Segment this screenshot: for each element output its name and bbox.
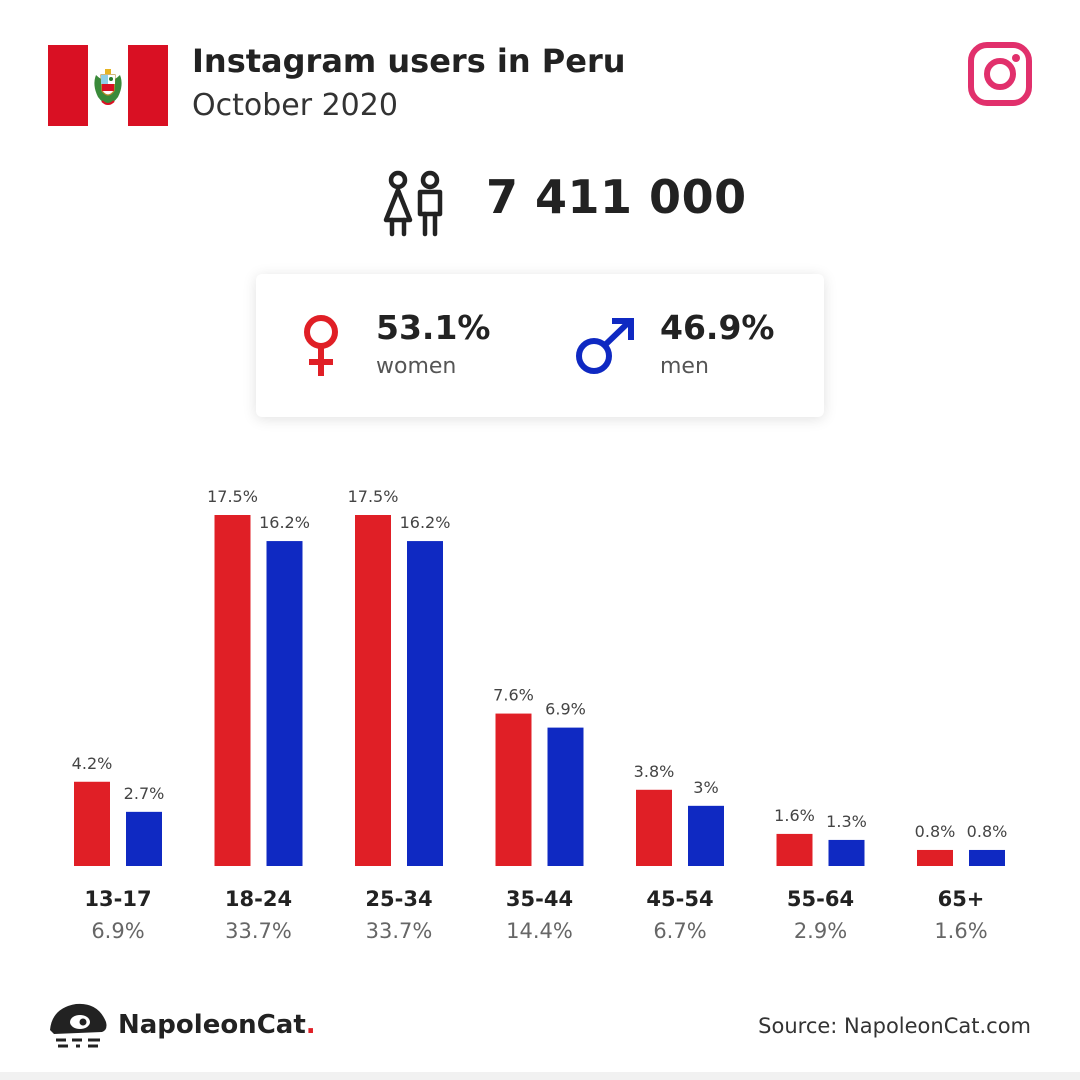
page-title: Instagram users in Peru (192, 42, 626, 80)
bar-women-13-17 (74, 781, 110, 866)
category-total-65+: 1.6% (934, 919, 987, 943)
data-label-women-18-24: 17.5% (207, 487, 258, 506)
bar-men-13-17 (126, 811, 162, 866)
data-label-women-35-44: 7.6% (493, 686, 534, 705)
total-users: 7 411 000 (486, 170, 747, 224)
footer-strip (0, 1072, 1080, 1080)
bar-women-65+ (917, 849, 953, 866)
peru-flag-icon (48, 45, 168, 126)
data-label-women-45-54: 3.8% (634, 762, 675, 781)
bar-women-18-24 (214, 515, 251, 866)
men-percentage: 46.9% (660, 308, 775, 347)
brand-name: NapoleonCat. (118, 1010, 316, 1040)
napoleoncat-logo-icon (50, 1003, 107, 1048)
instagram-icon (968, 42, 1032, 106)
men-label: men (660, 354, 709, 379)
women-percentage: 53.1% (376, 308, 491, 347)
data-label-women-55-64: 1.6% (774, 806, 815, 825)
page-subtitle: October 2020 (192, 88, 398, 123)
category-total-25-34: 33.7% (366, 919, 433, 943)
female-icon (304, 315, 338, 376)
data-label-men-55-64: 1.3% (826, 812, 867, 831)
category-total-35-44: 14.4% (506, 919, 573, 943)
data-label-women-65+: 0.8% (915, 822, 956, 841)
category-label-25-34: 25-34 (365, 887, 432, 911)
bar-men-65+ (969, 849, 1005, 866)
bar-men-25-34 (407, 541, 443, 866)
data-label-men-35-44: 6.9% (545, 700, 586, 719)
data-label-men-18-24: 16.2% (259, 513, 310, 532)
bar-men-35-44 (547, 727, 584, 866)
bar-women-55-64 (776, 833, 813, 866)
data-label-men-65+: 0.8% (967, 822, 1008, 841)
male-icon (576, 318, 634, 374)
data-label-men-13-17: 2.7% (124, 784, 165, 803)
women-label: women (376, 354, 457, 379)
data-label-men-45-54: 3% (693, 778, 718, 797)
source-text: Source: NapoleonCat.com (758, 1014, 1031, 1038)
category-label-45-54: 45-54 (646, 887, 713, 911)
bar-women-25-34 (355, 515, 391, 866)
bar-men-18-24 (266, 541, 303, 866)
category-label-13-17: 13-17 (84, 887, 151, 911)
category-label-35-44: 35-44 (506, 887, 573, 911)
category-total-55-64: 2.9% (794, 919, 847, 943)
data-label-women-13-17: 4.2% (72, 754, 113, 773)
bar-women-45-54 (636, 789, 672, 866)
category-label-18-24: 18-24 (225, 887, 292, 911)
users-icon (383, 170, 443, 237)
gender-card (256, 274, 824, 417)
category-total-45-54: 6.7% (653, 919, 706, 943)
bar-women-35-44 (495, 713, 532, 866)
category-total-18-24: 33.7% (225, 919, 292, 943)
data-label-men-25-34: 16.2% (400, 513, 451, 532)
bar-men-55-64 (828, 839, 865, 866)
data-label-women-25-34: 17.5% (348, 487, 399, 506)
bar-men-45-54 (688, 805, 724, 866)
category-label-55-64: 55-64 (787, 887, 854, 911)
category-label-65+: 65+ (938, 887, 985, 911)
category-total-13-17: 6.9% (91, 919, 144, 943)
age-gender-bar-chart: 4.2%2.7%13-176.9%17.5%16.2%18-2433.7%17.… (72, 487, 1008, 943)
